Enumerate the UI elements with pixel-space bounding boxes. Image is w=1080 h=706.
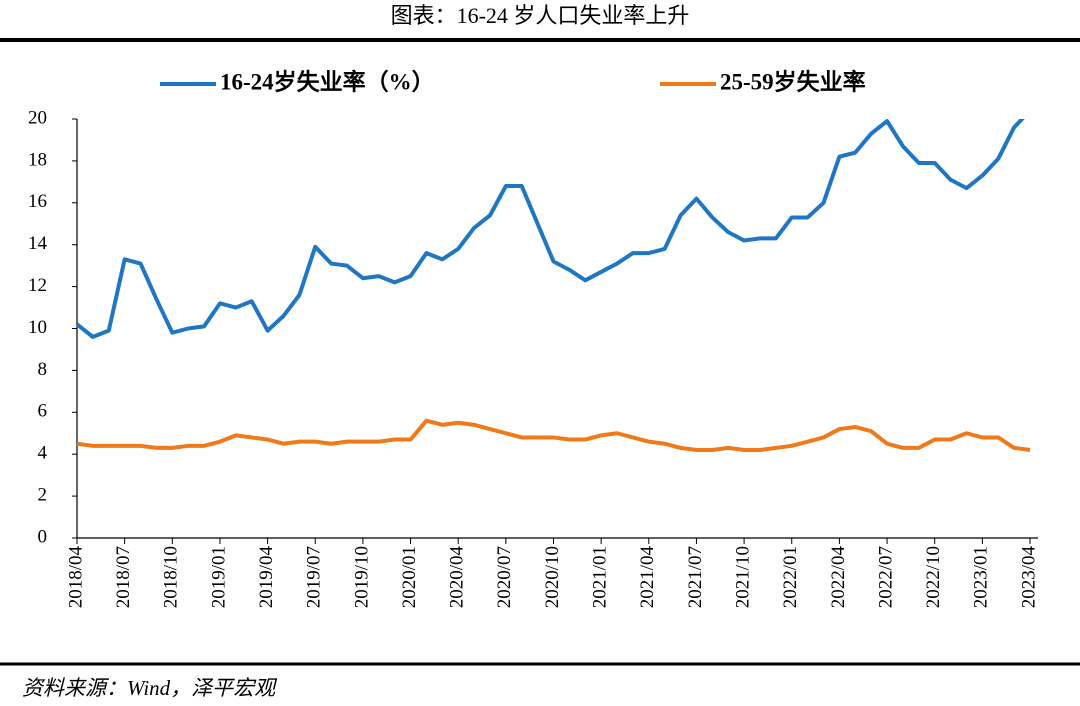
y-tick-label: 16 xyxy=(28,191,47,212)
page-title: 图表：16-24 岁人口失业率上升 xyxy=(391,3,690,28)
x-tick-label: 2022/10 xyxy=(923,546,944,608)
x-tick-label: 2023/04 xyxy=(1018,546,1039,609)
y-tick-label: 0 xyxy=(38,526,48,547)
x-tick-label: 2022/04 xyxy=(828,546,849,609)
x-tick-label: 2021/04 xyxy=(637,546,658,609)
x-tick-label: 2021/07 xyxy=(685,546,706,608)
x-tick-label: 2021/01 xyxy=(590,546,611,608)
x-tick-label: 2020/01 xyxy=(399,546,420,608)
x-tick-label: 2018/10 xyxy=(161,546,182,608)
y-tick-label: 10 xyxy=(28,317,47,338)
x-tick-label: 2020/10 xyxy=(542,546,563,608)
y-tick-label: 6 xyxy=(38,401,48,422)
x-tick-label: 2019/01 xyxy=(208,546,229,608)
x-tick-label: 2018/07 xyxy=(113,546,134,608)
y-tick-label: 20 xyxy=(28,107,47,128)
y-tick-label: 12 xyxy=(28,275,47,296)
y-tick-label: 2 xyxy=(38,484,48,505)
y-tick-label: 14 xyxy=(28,233,48,254)
source-note: 资料来源：Wind，泽平宏观 xyxy=(22,676,278,700)
x-tick-label: 2019/04 xyxy=(256,546,277,609)
x-tick-label: 2019/07 xyxy=(304,546,325,608)
x-tick-label: 2019/10 xyxy=(351,546,372,608)
x-tick-label: 2022/07 xyxy=(875,546,896,608)
x-tick-label: 2020/04 xyxy=(447,546,468,609)
legend-label: 16-24岁失业率（%） xyxy=(220,68,435,94)
series-line xyxy=(75,119,1025,339)
x-tick-label: 2020/07 xyxy=(494,546,515,608)
x-tick-label: 2022/01 xyxy=(780,546,801,608)
legend-label: 25-59岁失业率 xyxy=(720,68,866,94)
y-tick-label: 18 xyxy=(28,149,47,170)
x-tick-label: 2018/04 xyxy=(65,546,86,609)
y-tick-label: 8 xyxy=(38,359,48,380)
x-tick-label: 2021/10 xyxy=(732,546,753,608)
x-tick-label: 2023/01 xyxy=(971,546,992,608)
y-tick-label: 4 xyxy=(38,443,48,464)
series-line xyxy=(76,418,1031,453)
